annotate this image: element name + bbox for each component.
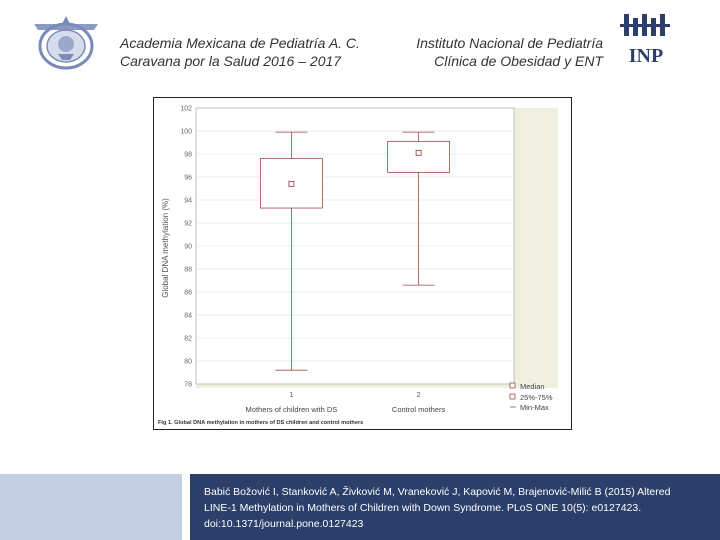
y-tick-label: 82	[184, 336, 192, 343]
y-tick-label: 78	[184, 382, 192, 389]
box-group	[260, 131, 323, 371]
institute-name: Instituto Nacional de Pediatría	[416, 35, 603, 51]
y-tick-label: 86	[184, 290, 192, 297]
academia-header: Academia Mexicana de Pediatría A. C. Car…	[120, 34, 360, 70]
y-tick-label: 94	[184, 198, 192, 205]
y-tick-label: 96	[184, 175, 192, 182]
legend-whisker-label: Min-Max	[520, 403, 549, 412]
inp-logo: INP	[618, 12, 674, 67]
median-marker	[288, 180, 295, 187]
program-name: Caravana por la Salud 2016 – 2017	[120, 53, 342, 69]
iqr-box	[387, 140, 451, 173]
citation-line-2: LINE-1 Methylation in Mothers of Childre…	[204, 502, 642, 514]
footer-divider	[182, 474, 190, 540]
y-tick-label: 98	[184, 152, 192, 159]
y-axis-label: Global DNA methylation (%)	[161, 198, 170, 298]
x-category-label: Control mothers	[392, 405, 446, 414]
box-group	[387, 131, 451, 286]
legend-median-marker	[509, 382, 516, 389]
y-tick-label: 100	[180, 129, 192, 136]
x-tick-label: 1	[289, 392, 293, 399]
clinic-name: Clínica de Obesidad y ENT	[434, 53, 603, 69]
legend-median-label: Median	[520, 382, 545, 391]
academia-emblem-logo	[22, 10, 110, 70]
x-category-label: Mothers of children with DS	[246, 405, 338, 414]
boxplot-chart: 102 100 98 96 94 92 90 88 86 84 82 80 78 1 Mothers of…	[158, 106, 558, 426]
inp-logo-text: INP	[629, 45, 663, 66]
legend: Median 25%-75% Min-Max	[509, 382, 553, 412]
inp-header: Instituto Nacional de Pediatría Clínica …	[398, 34, 603, 70]
x-tick-label: 2	[417, 392, 421, 399]
median-marker	[415, 149, 422, 156]
citation: Babić Božović I, Stanković A, Živković M…	[204, 484, 714, 532]
footer-band	[190, 474, 720, 540]
legend-box-label: 25%-75%	[520, 393, 553, 402]
y-tick-label: 88	[184, 267, 192, 274]
legend-box-marker	[509, 393, 516, 400]
y-tick-label: 84	[184, 313, 192, 320]
figure-panel: 102 100 98 96 94 92 90 88 86 84 82 80 78 1 Mothers of…	[153, 97, 572, 430]
y-tick-label: 102	[180, 106, 192, 113]
citation-line-3: doi:10.1371/journal.pone.0127423	[204, 518, 364, 530]
y-tick-label: 92	[184, 221, 192, 228]
figure-caption: Fig 1. Global DNA methylation in mothers…	[158, 420, 363, 426]
citation-line-1: Babić Božović I, Stanković A, Živković M…	[204, 486, 671, 498]
y-tick-label: 80	[184, 359, 192, 366]
academia-name: Academia Mexicana de Pediatría A. C.	[120, 35, 360, 51]
footer-left-block	[0, 474, 182, 540]
y-tick-label: 90	[184, 244, 192, 251]
